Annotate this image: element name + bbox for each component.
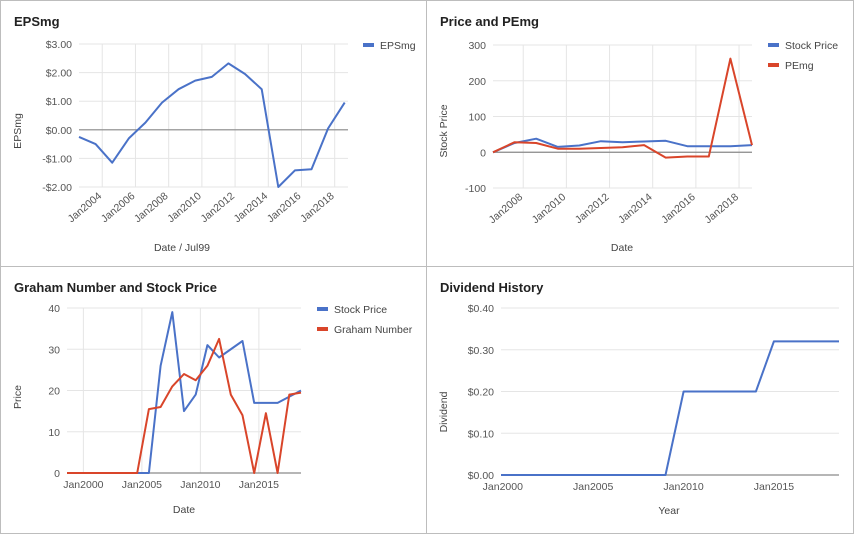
y-axis-label: Stock Price: [438, 104, 450, 157]
series-line: [67, 337, 302, 474]
y-tick-label: -$2.00: [42, 182, 72, 194]
y-axis-label: EPSmg: [12, 113, 24, 149]
x-tick-label: Jan2000: [63, 479, 103, 491]
y-tick-label: $0.40: [468, 303, 494, 315]
y-axis-label: Dividend: [438, 391, 450, 432]
x-tick-label: Jan2016: [265, 190, 304, 225]
x-tick-label: Jan2008: [487, 191, 526, 226]
y-tick-label: $0.00: [46, 125, 72, 137]
x-tick-label: Jan2010: [530, 191, 569, 226]
legend-swatch: [768, 63, 779, 67]
chart-title: Graham Number and Stock Price: [14, 280, 218, 295]
series-line: [492, 57, 753, 159]
x-tick-label: Jan2015: [754, 481, 794, 493]
x-axis-label: Date / Jul99: [154, 242, 210, 254]
legend-label: EPSmg: [380, 40, 416, 52]
legend-swatch: [768, 43, 779, 47]
x-axis-label: Year: [658, 505, 680, 517]
x-tick-label: Jan2010: [165, 190, 204, 225]
y-axis-label: Price: [12, 385, 24, 409]
y-tick-label: 40: [48, 303, 60, 315]
legend-label: Stock Price: [334, 304, 387, 316]
epsmg-chart: $3.00$2.00$1.00$0.00-$1.00-$2.00Jan2004J…: [12, 39, 416, 254]
y-tick-label: $0.00: [468, 470, 494, 482]
x-tick-label: Jan2012: [198, 190, 237, 225]
y-tick-label: 20: [48, 386, 60, 398]
chart-title: EPSmg: [14, 14, 60, 29]
series-line: [78, 62, 346, 188]
x-tick-label: Jan2010: [663, 481, 703, 493]
legend-label: Stock Price: [785, 40, 838, 52]
series-line: [501, 340, 839, 476]
y-tick-label: 0: [54, 468, 60, 480]
x-tick-label: Jan2014: [232, 190, 271, 225]
y-tick-label: 30: [48, 344, 60, 356]
x-axis-label: Date: [173, 504, 195, 516]
panel-epsmg: EPSmg $3.00 $2.00 $1.00 $0.00 -$1.00 -$2.00 Ja…: [0, 0, 427, 267]
y-tick-label: 100: [468, 112, 486, 124]
y-tick-label: 200: [468, 76, 486, 88]
x-axis-label: Date: [611, 242, 633, 254]
x-tick-label: Jan2006: [99, 190, 138, 225]
x-tick-label: Jan2010: [180, 479, 220, 491]
x-tick-label: Jan2008: [132, 190, 171, 225]
y-tick-label: 10: [48, 427, 60, 439]
y-tick-label: $2.00: [46, 68, 72, 80]
chart-title: Price and PEmg: [440, 14, 539, 29]
x-tick-label: Jan2016: [659, 191, 698, 226]
y-tick-label: $0.20: [468, 387, 494, 399]
y-tick-label: $1.00: [46, 96, 72, 108]
x-tick-label: Jan2015: [239, 479, 279, 491]
x-tick-label: Jan2012: [573, 191, 612, 226]
x-tick-label: Jan2018: [298, 190, 337, 225]
x-tick-label: Jan2014: [616, 191, 655, 226]
legend-swatch: [363, 43, 374, 47]
y-tick-label: $3.00: [46, 39, 72, 51]
x-tick-label: Jan2004: [66, 190, 105, 225]
series-line: [492, 137, 753, 154]
y-tick-label: $0.30: [468, 345, 494, 357]
series-line: [67, 311, 302, 474]
x-tick-label: Jan2005: [573, 481, 613, 493]
y-tick-label: 0: [480, 147, 486, 159]
panel-graham-number: Graham Number and Stock Price 40 30 20 10 0 J…: [0, 266, 427, 534]
x-tick-label: Jan2000: [483, 481, 523, 493]
legend-swatch: [317, 307, 328, 311]
y-tick-label: -100: [465, 183, 486, 195]
x-tick-label: Jan2018: [702, 191, 741, 226]
x-tick-label: Jan2005: [122, 479, 162, 491]
legend-label: PEmg: [785, 60, 814, 72]
y-tick-label: $0.10: [468, 428, 494, 440]
panel-price-pemg: Price and PEmg 300 200 100 0 -100 Jan2008 Jan2…: [426, 0, 854, 267]
legend-swatch: [317, 327, 328, 331]
legend-label: Graham Number: [334, 324, 413, 336]
chart-title: Dividend History: [440, 280, 544, 295]
y-tick-label: -$1.00: [42, 153, 72, 165]
y-tick-label: 300: [468, 40, 486, 52]
panel-dividend-history: Dividend History $0.40 $0.30 $0.20 $0.10 $0.…: [426, 266, 854, 534]
